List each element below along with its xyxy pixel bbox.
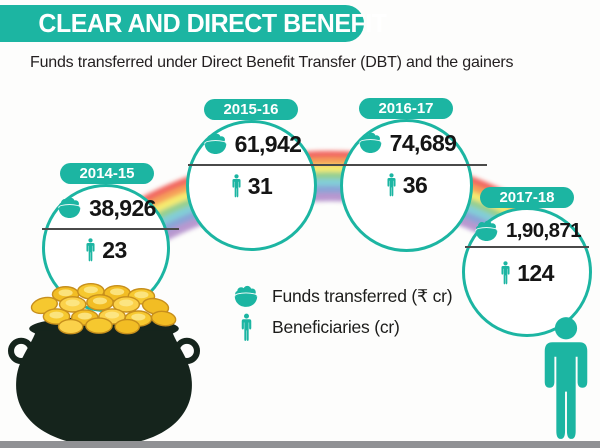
legend-funds-label: Funds transferred (₹ cr): [272, 285, 453, 306]
money-pot-icon: [473, 220, 500, 242]
page-title: CLEAR AND DIRECT BENEFIT: [38, 8, 387, 38]
divider-line: [465, 246, 589, 248]
beneficiaries-row: 124: [465, 258, 589, 288]
year-circle-2017-18: 1,90,871 124: [462, 207, 592, 337]
money-pot-icon: [56, 197, 83, 219]
divider-line: [188, 164, 487, 166]
person-icon: [386, 173, 397, 197]
funds-row: 38,926: [45, 193, 167, 223]
gold-coins: [30, 282, 177, 335]
beneficiaries-row: 31: [189, 171, 314, 201]
year-pill-2015-16: 2015-16: [204, 99, 298, 120]
money-pot-icon: [202, 133, 229, 155]
funds-row: 61,942: [189, 129, 314, 159]
year-circle-2016-17: 74,689 36: [340, 119, 473, 252]
person-silhouette: [537, 316, 595, 442]
beneficiaries-value: 36: [402, 171, 428, 198]
divider-line: [42, 228, 179, 230]
money-pot-icon: [357, 132, 384, 154]
person-icon: [231, 174, 242, 198]
beneficiaries-value: 23: [102, 236, 127, 263]
funds-value: 38,926: [89, 194, 156, 221]
beneficiaries-row: 36: [343, 170, 470, 200]
subtitle: Funds transferred under Direct Benefit T…: [30, 54, 514, 71]
funds-value: 61,942: [234, 130, 302, 157]
funds-value: 1,90,871: [506, 219, 582, 242]
title-banner: CLEAR AND DIRECT BENEFIT: [0, 5, 387, 42]
person-icon: [232, 313, 260, 342]
legend-beneficiaries: Beneficiaries (cr): [232, 312, 400, 342]
person-icon: [85, 238, 96, 262]
beneficiaries-value: 124: [517, 259, 554, 286]
legend-funds: Funds transferred (₹ cr): [232, 281, 453, 311]
beneficiaries-row: 23: [45, 235, 167, 265]
year-pill-2014-15: 2014-15: [60, 163, 154, 184]
footer-bar: [0, 441, 600, 448]
person-icon: [500, 261, 511, 285]
money-pot-icon: [232, 285, 260, 308]
legend-beneficiaries-label: Beneficiaries (cr): [272, 316, 400, 337]
funds-row: 1,90,871: [465, 216, 589, 246]
year-pill-2017-18: 2017-18: [480, 187, 574, 208]
beneficiaries-value: 31: [247, 172, 273, 199]
funds-row: 74,689: [343, 128, 470, 158]
year-circle-2015-16: 61,942 31: [186, 120, 317, 251]
year-pill-2016-17: 2016-17: [359, 98, 453, 119]
funds-value: 74,689: [389, 129, 457, 156]
pot-of-gold-illustration: [8, 282, 200, 446]
